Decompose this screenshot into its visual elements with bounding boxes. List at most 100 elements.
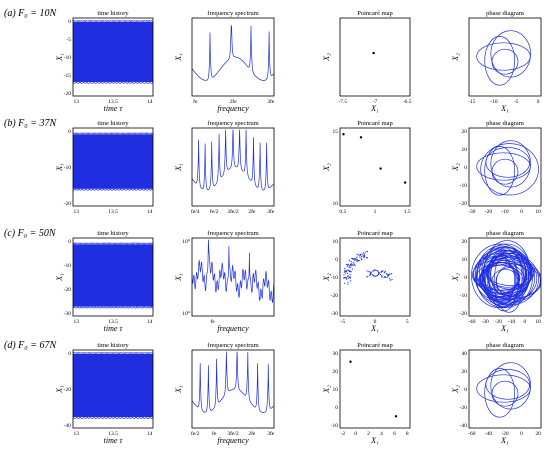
plot-area xyxy=(476,30,531,86)
panel-title: frequency spectrum xyxy=(207,10,258,17)
panel-title: Poincaré map xyxy=(357,230,393,237)
x-axis-label: frequency xyxy=(217,104,249,113)
x-tick-label: -30 xyxy=(481,319,489,325)
phase-trajectory xyxy=(481,249,525,303)
poincare-point xyxy=(347,275,349,277)
y-axis-label: X₁ xyxy=(55,163,64,172)
y-tick-label: -20 xyxy=(64,287,72,293)
y-tick-label: 0 xyxy=(68,239,71,245)
y-axis-label: X₂ xyxy=(451,385,460,394)
poincare-point xyxy=(367,275,369,277)
figure-row-3: (c) F₀ = 50N time history X₁ time τ 13 13.5 14… xyxy=(4,228,542,333)
y-tick-label: -40 xyxy=(460,423,468,429)
poincare-point xyxy=(363,254,365,256)
y-tick-label: -10 xyxy=(331,423,339,429)
poincare-point xyxy=(389,278,391,280)
row-label: (c) F₀ = 50N xyxy=(4,228,57,239)
poincare-point xyxy=(386,276,388,279)
x-tick-label: 0 xyxy=(354,431,357,437)
poincare-point xyxy=(349,273,351,276)
poincare-point xyxy=(347,264,349,266)
poincare-point xyxy=(343,274,345,276)
plot-area xyxy=(192,351,274,413)
x-axis-label: time τ xyxy=(104,436,124,445)
poincare-point xyxy=(403,181,407,184)
signal-line xyxy=(73,19,153,23)
axis-frame xyxy=(468,127,542,207)
poincare-point xyxy=(359,254,362,256)
poincare-point xyxy=(356,260,358,262)
x-axis-label: frequency xyxy=(217,436,249,445)
y-tick-label: -30 xyxy=(64,311,72,317)
poincare-point xyxy=(353,264,355,266)
x-tick-label: -10 xyxy=(490,99,498,105)
poincare-point xyxy=(354,259,356,261)
signal-band xyxy=(73,21,153,82)
poincare-point xyxy=(381,274,383,277)
axis-frame xyxy=(191,17,275,97)
y-tick-label: -10 xyxy=(460,183,468,189)
poincare-point xyxy=(388,274,390,276)
poincare-point xyxy=(376,274,379,276)
y-tick-label: 20 xyxy=(462,129,468,135)
poincare-point xyxy=(374,275,376,277)
y-tick-label: -5 xyxy=(66,37,71,43)
panel-title: time history xyxy=(97,120,129,127)
x-tick-label: -30 xyxy=(468,209,476,215)
x-tick-label: 14 xyxy=(147,319,153,325)
poincare-point xyxy=(377,270,379,272)
poincare-point xyxy=(366,250,368,252)
poincare-point xyxy=(351,268,354,270)
figure-row-4: (d) F₀ = 67N time history X₁ time τ 13 13.5 14… xyxy=(4,340,542,445)
plot-area xyxy=(342,133,407,184)
poincare-point xyxy=(349,267,351,269)
spectrum-line xyxy=(192,129,274,191)
row-label: (b) F₀ = 37N xyxy=(4,118,57,129)
poincare-point xyxy=(357,254,359,256)
poincare-point xyxy=(387,273,389,275)
x-tick-label: 6 xyxy=(393,431,396,437)
y-axis-label: X₁ xyxy=(55,53,64,62)
poincare-point xyxy=(348,266,350,268)
phase-trajectory xyxy=(481,261,518,298)
axis-frame xyxy=(191,349,275,429)
phase-trajectory xyxy=(484,368,516,418)
signal-line xyxy=(73,242,153,245)
poincare-point xyxy=(356,253,358,255)
poincare-point xyxy=(386,274,388,276)
axis-frame xyxy=(72,17,154,97)
y-axis-label: X₂ xyxy=(322,273,331,282)
poincare-point xyxy=(350,271,352,273)
poincare-point xyxy=(389,273,391,275)
signal-line xyxy=(73,188,153,191)
poincare-point xyxy=(350,263,353,265)
panel-title: phase diagram xyxy=(486,342,524,349)
poincare-point xyxy=(383,272,385,274)
poincare-point xyxy=(344,282,346,284)
panel-title: frequency spectrum xyxy=(207,342,258,349)
poincare-point xyxy=(361,258,363,260)
poincare-point xyxy=(349,270,351,272)
plot-area xyxy=(73,132,153,191)
poincare-point xyxy=(384,271,386,273)
x-tick-label: 13 xyxy=(73,209,79,215)
y-tick-label: -20 xyxy=(331,293,339,299)
poincare-point xyxy=(378,271,380,273)
poincare-point xyxy=(389,279,392,281)
panel-title: Poincaré map xyxy=(357,120,393,127)
figure-row-1: (a) F₀ = 10N time history X₁ time τ 13 13.5 14… xyxy=(4,8,542,113)
x-tick-label: 13 xyxy=(73,319,79,325)
poincare-point xyxy=(370,273,372,275)
axis-frame xyxy=(191,237,275,317)
spec-panel: frequency spectrum X₁ frequency fe/2 fe 3fe/2… xyxy=(174,342,275,445)
poincare-point xyxy=(344,272,347,274)
poin-panel: Poincaré map X₂ 0.5 1 1.5 15 10 xyxy=(322,120,411,215)
poincare-point xyxy=(375,269,377,271)
y-axis-label: X₂ xyxy=(451,53,460,62)
poincare-point xyxy=(381,276,383,278)
phase-trajectory xyxy=(475,250,535,306)
x-tick-label: -40 xyxy=(485,431,493,437)
x-tick-label: 3fe/2 xyxy=(227,208,239,215)
x-tick-label: 14 xyxy=(147,99,153,105)
y-axis-label: X₁ xyxy=(174,53,183,62)
